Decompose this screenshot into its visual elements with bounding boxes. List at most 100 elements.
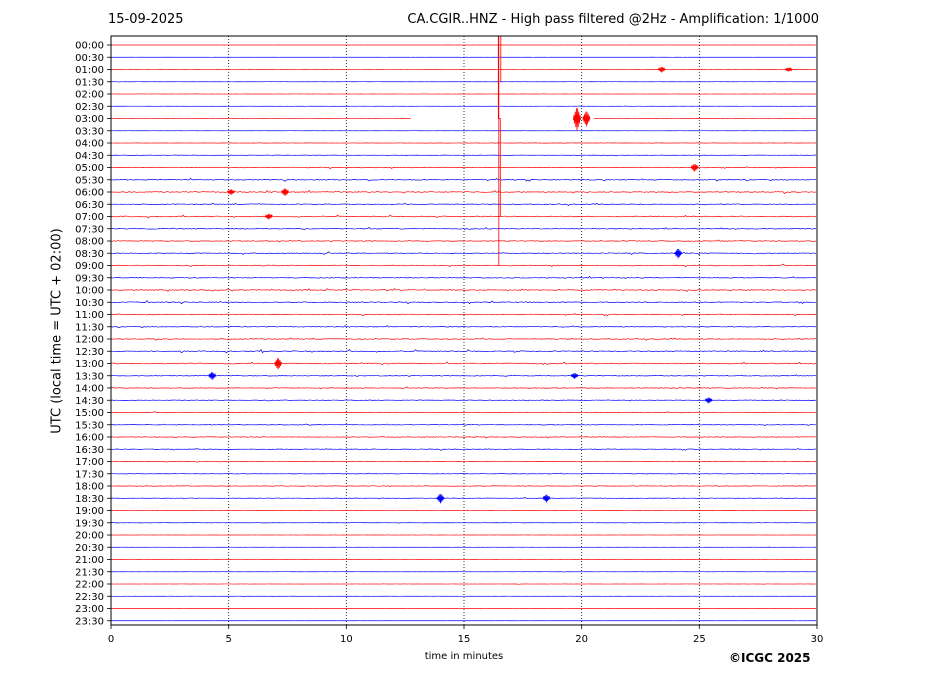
- event-burst: [274, 358, 283, 370]
- event-burst: [264, 213, 273, 220]
- trace-row: [110, 484, 817, 487]
- y-tick-label: 08:30: [75, 249, 104, 260]
- trace-row: [110, 522, 817, 524]
- y-tick-label: 22:00: [75, 580, 104, 591]
- trace-row: [110, 275, 817, 279]
- trace-row: [110, 251, 817, 255]
- y-tick-label: 22:30: [75, 592, 104, 603]
- trace-row: [110, 337, 817, 341]
- y-tick-label: 16:00: [75, 433, 104, 444]
- event-burst: [573, 108, 581, 131]
- y-tick-label: 05:00: [75, 163, 104, 174]
- trace-row: [110, 348, 817, 354]
- trace-row: [110, 166, 817, 169]
- trace-row: [110, 436, 817, 439]
- plot-frame: [110, 35, 818, 626]
- y-tick-label: 14:30: [75, 396, 104, 407]
- y-tick-label: 16:30: [75, 445, 104, 456]
- trace-row: [110, 239, 817, 243]
- y-tick-label: 10:00: [75, 286, 104, 297]
- copyright-label: ©ICGC 2025: [729, 651, 811, 665]
- chart-title: CA.CGIR..HNZ - High pass filtered @2Hz -…: [407, 12, 819, 27]
- y-tick-label: 13:30: [75, 371, 104, 382]
- x-axis-label: time in minutes: [424, 651, 504, 662]
- trace-row: [110, 399, 817, 402]
- y-tick-label: 10:30: [75, 298, 104, 309]
- trace-row: [111, 288, 817, 293]
- y-tick-label: 18:00: [75, 482, 104, 493]
- trace-row: [110, 177, 817, 182]
- y-tick-label: 11:30: [75, 322, 104, 333]
- y-tick-label: 21:30: [75, 567, 104, 578]
- y-tick-label: 23:00: [75, 604, 104, 615]
- y-tick-label: 20:00: [75, 531, 104, 542]
- x-tick-label: 10: [340, 634, 353, 645]
- y-tick-label: 15:00: [75, 408, 104, 419]
- trace-row: [110, 227, 817, 231]
- trace-row: [110, 300, 817, 305]
- y-tick-label: 15:30: [75, 420, 104, 431]
- y-tick-label: 17:30: [75, 469, 104, 480]
- event-burst: [582, 111, 591, 127]
- trace-layer: [110, 44, 817, 622]
- y-tick-label: 07:30: [75, 224, 104, 235]
- trace-row: [111, 154, 817, 157]
- x-tick-label: 20: [575, 634, 588, 645]
- y-tick-label: 01:30: [75, 77, 104, 88]
- trace-row: [110, 448, 817, 451]
- trace-row: [110, 68, 817, 71]
- y-tick-label: 14:00: [75, 384, 104, 395]
- trace-row: [110, 214, 817, 219]
- event-burst: [657, 66, 666, 73]
- trace-row: [110, 411, 817, 414]
- event-burst: [690, 164, 699, 172]
- y-tick-label: 19:00: [75, 506, 104, 517]
- y-tick-label: 19:30: [75, 518, 104, 529]
- y-tick-label: 13:00: [75, 359, 104, 370]
- x-tick-label: 15: [458, 634, 471, 645]
- event-burst: [227, 189, 235, 196]
- y-tick-label: 01:00: [75, 65, 104, 76]
- y-tick-label: 12:30: [75, 347, 104, 358]
- y-tick-label: 07:00: [75, 212, 104, 223]
- x-tick-label: 30: [811, 634, 824, 645]
- trace-row: [110, 325, 817, 328]
- y-tick-label: 04:00: [75, 139, 104, 150]
- y-tick-label: 12:00: [75, 335, 104, 346]
- y-tick-label: 09:30: [75, 273, 104, 284]
- y-tick-label: 00:30: [75, 53, 104, 64]
- y-tick-label: 00:00: [75, 41, 104, 52]
- spike-trace: [497, 36, 502, 266]
- y-tick-label: 03:30: [75, 126, 104, 137]
- y-tick-label: 09:00: [75, 261, 104, 272]
- y-tick-label: 06:00: [75, 188, 104, 199]
- trace-row: [110, 386, 817, 390]
- y-tick-label: 18:30: [75, 494, 104, 505]
- event-burst: [281, 188, 290, 197]
- event-burst: [208, 372, 217, 380]
- event-layer: [208, 36, 793, 504]
- trace-row: [110, 423, 817, 427]
- x-tick-label: 0: [108, 634, 114, 645]
- x-tick-label: 25: [693, 634, 706, 645]
- date-label: 15-09-2025: [108, 12, 184, 27]
- trace-row: [110, 93, 817, 95]
- trace-row: [110, 202, 817, 206]
- event-burst: [570, 373, 579, 379]
- event-burst: [704, 397, 713, 404]
- y-tick-label: 04:30: [75, 151, 104, 162]
- event-burst: [784, 66, 793, 72]
- trace-row: [110, 189, 817, 195]
- x-tick-label: 5: [225, 634, 231, 645]
- trace-row: [110, 361, 817, 366]
- y-tick-label: 21:00: [75, 555, 104, 566]
- x-tick-layer: 0 5 10 15 20 25 30: [108, 625, 824, 645]
- trace-row: [110, 313, 817, 317]
- event-burst: [436, 493, 445, 504]
- grid-layer: [228, 36, 700, 625]
- y-tick-label: 08:00: [75, 237, 104, 248]
- trace-row: [110, 496, 817, 500]
- y-tick-label: 02:30: [75, 102, 104, 113]
